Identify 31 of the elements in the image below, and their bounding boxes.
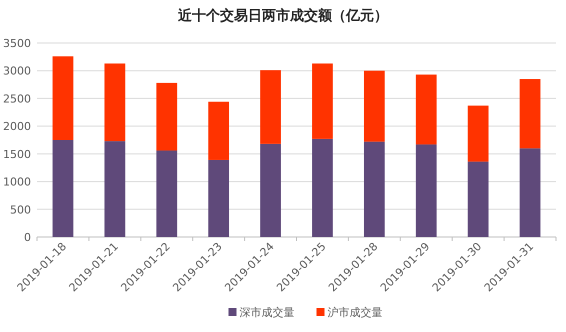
bar bbox=[364, 142, 385, 237]
y-tick-label: 1000 bbox=[3, 176, 31, 189]
bar bbox=[156, 82, 178, 151]
y-tick-label: 0 bbox=[24, 231, 31, 244]
bar bbox=[208, 160, 230, 237]
bar bbox=[312, 64, 333, 139]
y-tick-label: 3000 bbox=[3, 64, 31, 78]
y-tick-label: 500 bbox=[10, 203, 31, 216]
bar bbox=[208, 102, 230, 160]
bar bbox=[104, 141, 126, 237]
legend-label: 深市成交量 bbox=[240, 306, 294, 319]
y-tick-label: 2000 bbox=[3, 120, 31, 134]
bar bbox=[312, 138, 333, 237]
bar bbox=[520, 79, 540, 148]
y-tick-label: 3500 bbox=[3, 37, 31, 50]
bar bbox=[468, 162, 489, 237]
bar bbox=[416, 74, 437, 144]
y-tick-label: 1500 bbox=[3, 148, 31, 161]
chart-title: 近十个交易日两市成交额（亿元） bbox=[177, 7, 388, 24]
bar bbox=[260, 144, 281, 237]
bar bbox=[104, 64, 126, 142]
bar bbox=[364, 70, 385, 142]
bar bbox=[468, 106, 489, 162]
y-tick-label: 2500 bbox=[3, 92, 31, 106]
bar bbox=[520, 148, 540, 237]
bar bbox=[52, 140, 74, 237]
legend-label: 沪市成交量 bbox=[328, 306, 382, 319]
bar bbox=[52, 56, 74, 140]
bar bbox=[416, 144, 437, 237]
bar bbox=[156, 150, 178, 237]
bar bbox=[260, 70, 281, 144]
